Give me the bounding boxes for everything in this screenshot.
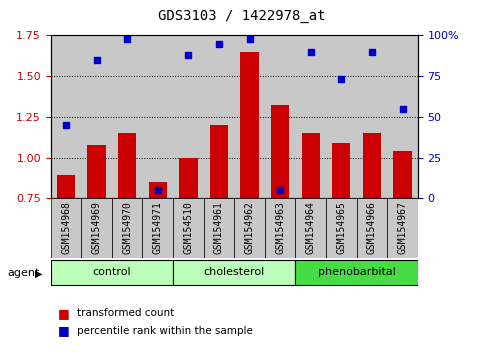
Bar [87,144,106,198]
Point [398,106,406,112]
Bar [179,158,198,198]
Point [154,187,162,193]
Point [338,76,345,82]
Bar [265,35,296,198]
Bar [173,260,296,285]
Bar [204,35,234,198]
Text: agent: agent [7,268,40,278]
Bar [173,198,204,258]
Bar [271,105,289,198]
Text: ▶: ▶ [35,268,43,278]
Bar [173,35,204,198]
Point [215,41,223,46]
Bar [326,35,356,198]
Bar [301,133,320,198]
Bar [204,198,234,258]
Bar [51,198,81,258]
Text: control: control [93,267,131,277]
Text: GSM154962: GSM154962 [244,201,255,254]
Bar [387,198,418,258]
Bar [57,176,75,198]
Point [185,52,192,58]
Bar [363,133,381,198]
Text: GSM154970: GSM154970 [122,201,132,254]
Bar [142,35,173,198]
Bar [234,35,265,198]
Bar [51,35,81,198]
Bar [81,35,112,198]
Text: percentile rank within the sample: percentile rank within the sample [77,326,253,336]
Bar [296,198,326,258]
Bar [81,198,112,258]
Text: GSM154510: GSM154510 [184,201,193,254]
Text: GSM154965: GSM154965 [336,201,346,254]
Bar [241,52,259,198]
Point [276,187,284,193]
Bar [112,35,142,198]
Point [246,36,254,41]
Bar [356,198,387,258]
Bar [393,151,412,198]
Point [123,36,131,41]
Bar [332,143,351,198]
Bar [234,198,265,258]
Text: transformed count: transformed count [77,308,174,318]
Bar [210,125,228,198]
Bar [112,198,142,258]
Text: GDS3103 / 1422978_at: GDS3103 / 1422978_at [158,9,325,23]
Point [368,49,376,55]
Point [307,49,314,55]
Text: cholesterol: cholesterol [204,267,265,277]
Bar [142,198,173,258]
Bar [387,35,418,198]
Bar [296,260,418,285]
Point [62,122,70,128]
Text: ■: ■ [58,307,70,320]
Bar [51,260,173,285]
Bar [356,35,387,198]
Bar [326,198,356,258]
Text: GSM154969: GSM154969 [92,201,101,254]
Text: GSM154966: GSM154966 [367,201,377,254]
Bar [149,182,167,198]
Text: GSM154967: GSM154967 [398,201,408,254]
Point [93,57,100,63]
Text: phenobarbital: phenobarbital [318,267,396,277]
Text: GSM154964: GSM154964 [306,201,316,254]
Bar [118,133,136,198]
Text: GSM154963: GSM154963 [275,201,285,254]
Text: GSM154961: GSM154961 [214,201,224,254]
Bar [296,35,326,198]
Text: GSM154971: GSM154971 [153,201,163,254]
Bar [265,198,296,258]
Text: ■: ■ [58,325,70,337]
Text: GSM154968: GSM154968 [61,201,71,254]
